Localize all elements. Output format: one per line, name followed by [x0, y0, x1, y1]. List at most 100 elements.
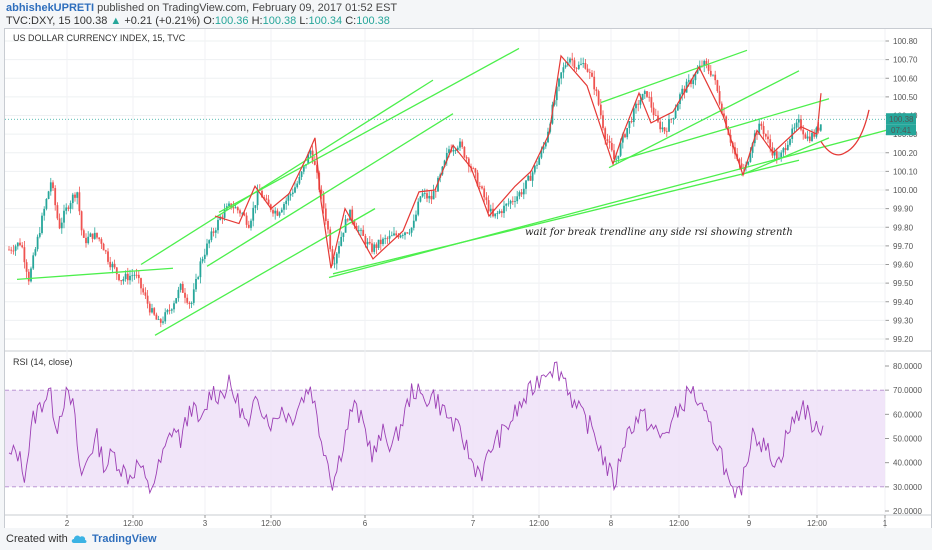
trendline — [600, 49, 748, 104]
candle-body — [630, 121, 633, 123]
candle-body — [38, 233, 41, 237]
candle-body — [720, 103, 723, 114]
candle-body — [164, 312, 167, 322]
time-tick-label: 12:00 — [807, 519, 828, 528]
candle-body — [683, 88, 686, 93]
candle-body — [437, 177, 439, 192]
trendline — [328, 127, 894, 279]
candle-body — [395, 233, 398, 236]
candle-body — [597, 91, 600, 105]
candle-body — [177, 289, 180, 299]
candle-body — [637, 103, 640, 105]
chart-area[interactable]: 100.80100.70100.60100.50100.40100.30100.… — [4, 28, 932, 530]
candle-body — [511, 200, 514, 202]
publish-info: abhishekUPRETI published on TradingView.… — [6, 2, 397, 14]
candle-body — [263, 197, 266, 199]
chart-canvas[interactable]: 100.80100.70100.60100.50100.40100.30100.… — [5, 29, 931, 529]
candle-body — [555, 86, 558, 101]
candle-body — [69, 203, 72, 209]
candle-body — [454, 149, 457, 151]
author-link[interactable]: abhishekUPRETI — [6, 2, 95, 14]
candle-body — [599, 104, 602, 116]
candle-body — [107, 251, 109, 262]
candle-body — [199, 261, 202, 278]
candle-body — [718, 91, 721, 104]
low-label: L: — [299, 15, 309, 27]
candle-body — [228, 203, 230, 207]
candle-body — [558, 78, 560, 87]
candle-body — [280, 209, 283, 213]
candle-body — [443, 160, 446, 167]
price-tick-label: 99.80 — [893, 223, 914, 232]
candle-body — [586, 68, 589, 72]
trendline — [206, 113, 454, 267]
candle-body — [221, 216, 224, 218]
candle-body — [298, 177, 301, 184]
candle-body — [696, 69, 699, 74]
candle-body — [144, 292, 147, 296]
close-value: 100.38 — [356, 15, 390, 27]
candle-body — [203, 254, 206, 259]
candle-body — [485, 197, 488, 201]
candle-body — [419, 196, 422, 202]
candle-body — [135, 274, 138, 276]
price-tick-label: 100.00 — [893, 186, 918, 195]
candle-body — [817, 127, 820, 131]
price-tick-label: 99.60 — [893, 261, 914, 270]
rsi-tick-label: 50.0000 — [893, 435, 922, 444]
candle-body — [124, 273, 127, 280]
candle-body — [331, 249, 334, 265]
candle-body — [239, 210, 241, 214]
candle-body — [672, 118, 675, 120]
candle-body — [261, 190, 263, 198]
candle-body — [797, 119, 800, 123]
tradingview-brand[interactable]: TradingView — [92, 533, 157, 545]
candle-body — [21, 245, 24, 248]
candle-body — [793, 127, 796, 129]
candle-body — [595, 89, 598, 92]
candle-body — [362, 229, 365, 236]
candle-body — [452, 149, 455, 152]
candle-body — [415, 214, 417, 221]
candle-body — [23, 247, 26, 263]
candle-body — [151, 308, 153, 313]
candle-body — [232, 207, 235, 209]
candle-body — [166, 310, 169, 313]
price-tick-label: 100.80 — [893, 37, 918, 46]
candle-body — [773, 151, 776, 156]
candle-body — [456, 147, 459, 150]
candle-body — [247, 224, 250, 228]
candle-body — [74, 194, 76, 198]
candle-body — [483, 188, 486, 198]
time-tick-label: 8 — [609, 519, 614, 528]
rsi-tick-label: 20.0000 — [893, 507, 922, 516]
candle-body — [100, 239, 103, 244]
candle-body — [481, 186, 483, 189]
candle-body — [496, 213, 499, 214]
candle-body — [65, 207, 68, 211]
candle-body — [674, 110, 677, 119]
candle-body — [159, 319, 162, 323]
candle-body — [291, 192, 294, 195]
candle-body — [608, 141, 611, 143]
candle-body — [272, 210, 274, 214]
candle-body — [371, 243, 373, 252]
candle-body — [71, 194, 74, 204]
candle-body — [804, 134, 807, 139]
candle-body — [569, 58, 571, 63]
price-tick-label: 100.10 — [893, 167, 918, 176]
candle-body — [122, 279, 125, 282]
ohlc-line: TVC:DXY, 15 100.38 ▲ +0.21 (+0.21%) O:10… — [6, 15, 390, 27]
candle-body — [426, 193, 428, 199]
rsi-pane-title: RSI (14, close) — [13, 357, 73, 367]
candle-body — [643, 91, 646, 94]
candle-body — [716, 80, 719, 92]
candle-body — [659, 121, 662, 130]
candle-body — [36, 236, 39, 250]
time-tick-label: 1 — [883, 519, 888, 528]
candle-body — [428, 195, 431, 199]
candle-body — [775, 151, 778, 160]
candle-body — [617, 155, 620, 159]
candle-body — [808, 136, 811, 141]
candle-body — [54, 188, 57, 206]
